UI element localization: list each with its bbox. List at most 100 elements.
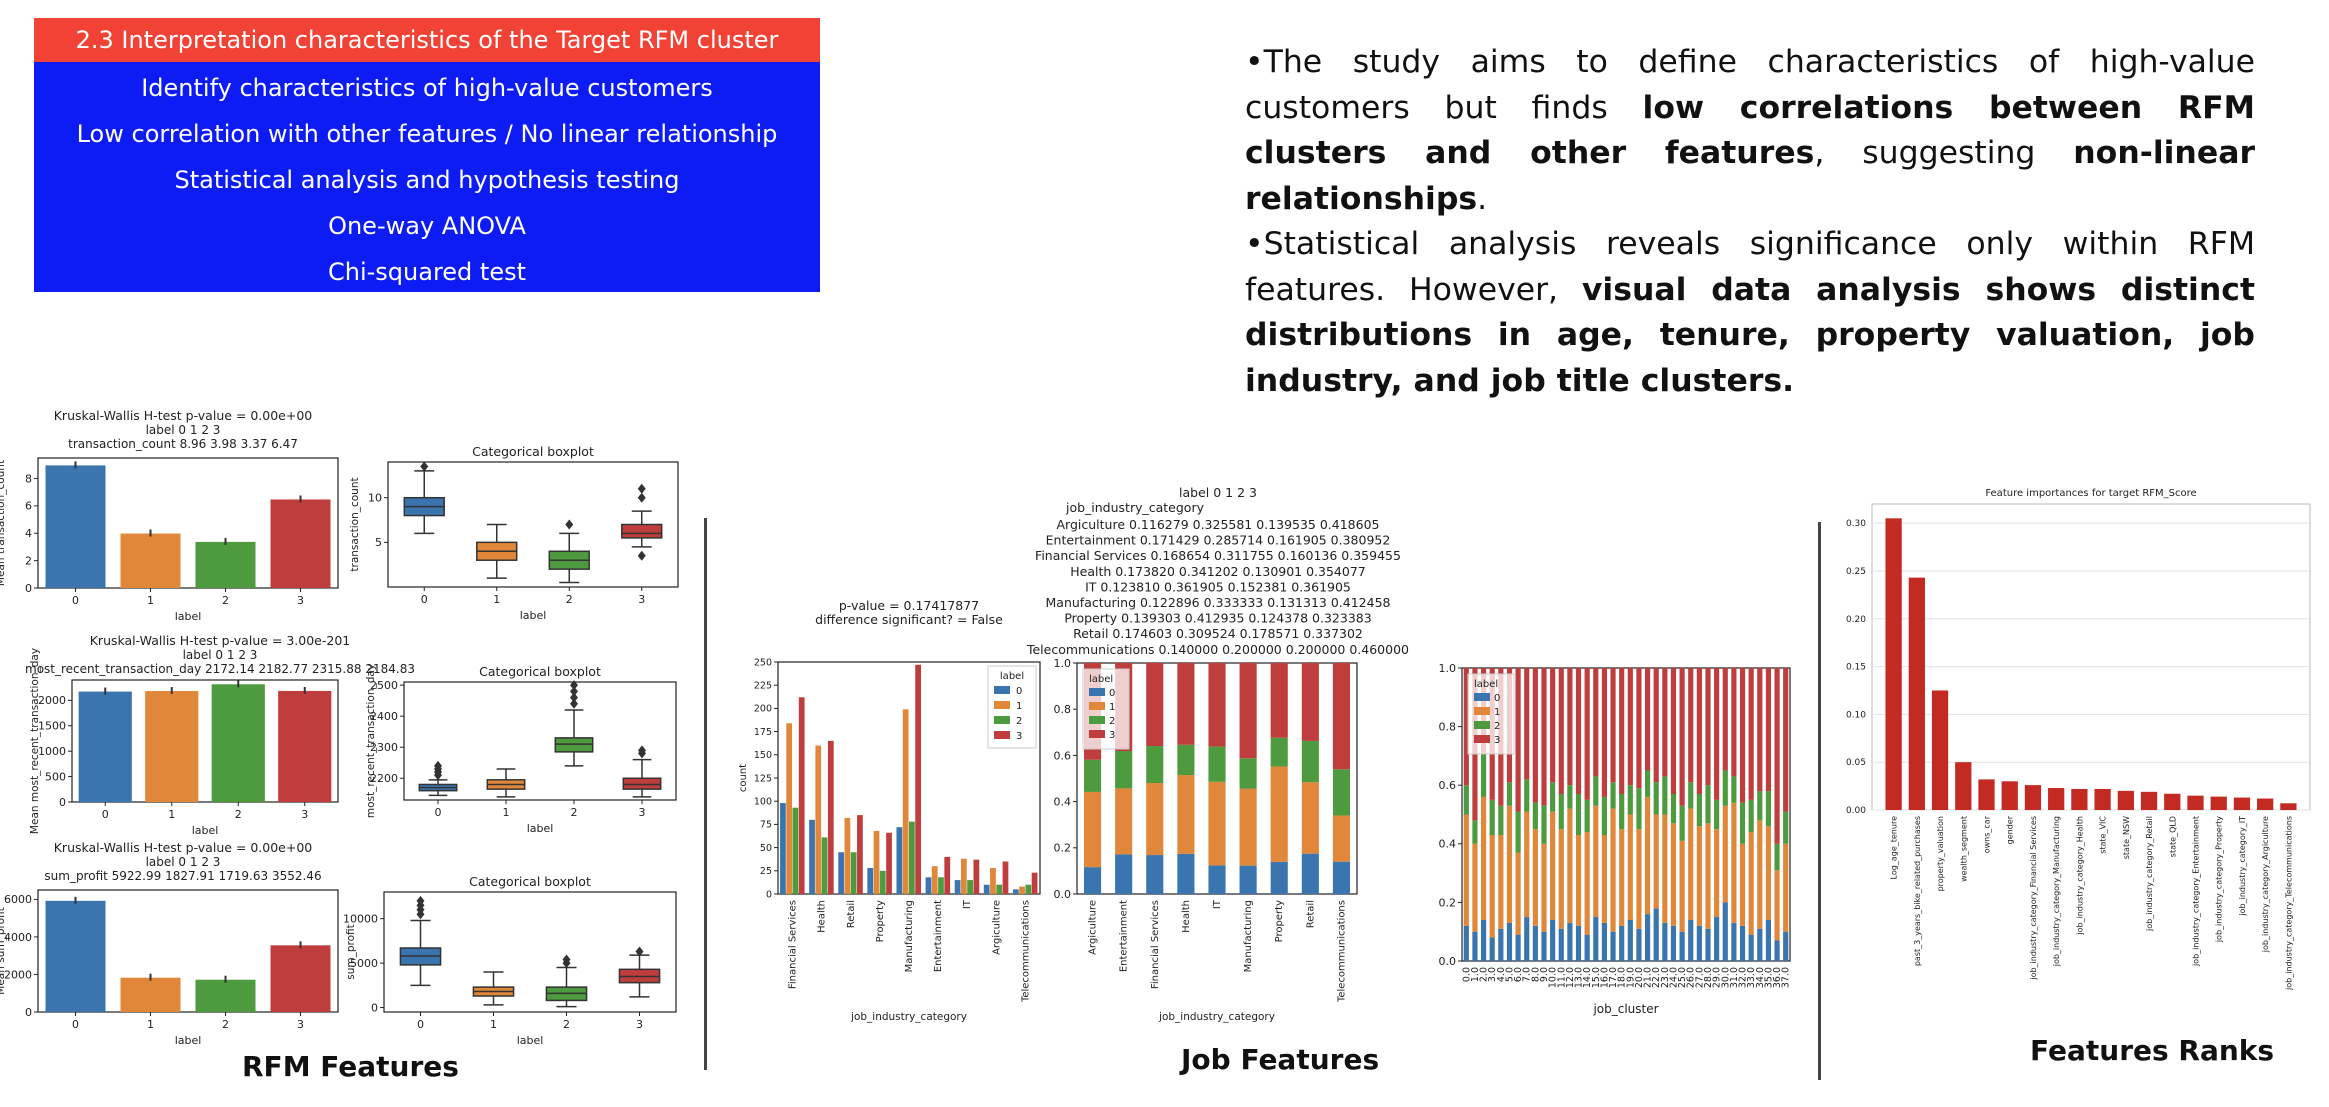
stacked-bar-segment	[1619, 793, 1625, 830]
bar	[786, 723, 793, 894]
stacked-bar-segment	[1627, 668, 1633, 786]
box	[554, 737, 594, 753]
stacked-bar-segment	[1679, 805, 1685, 841]
chart-subtitle: difference significant? = False	[815, 612, 1003, 627]
bar	[1002, 861, 1009, 894]
x-tick-label: 35.0	[1763, 967, 1774, 988]
legend-swatch	[1089, 702, 1105, 710]
stacked-bar-segment	[1550, 811, 1556, 920]
x-tick-label: 1	[493, 593, 500, 606]
stacked-bar-segment	[1696, 793, 1702, 827]
bar	[2071, 788, 2088, 810]
plot-frame	[403, 681, 677, 801]
stacked-bar-segment	[1688, 808, 1694, 920]
y-axis-label: transaction_count	[349, 477, 361, 571]
y-tick-label: 1500	[38, 720, 66, 733]
stacked-bar-segment	[1610, 931, 1616, 961]
x-tick-label: property_valuation	[1936, 816, 1945, 891]
stacked-bar-segment	[1524, 779, 1530, 812]
x-tick-label: 31.0	[1729, 967, 1740, 988]
bar	[120, 533, 181, 588]
y-tick-label: 0	[25, 582, 32, 595]
stacked-bar-segment	[1757, 928, 1763, 961]
stacked-bar-segment	[1714, 829, 1720, 918]
x-tick-label: 22.0	[1651, 967, 1662, 988]
summary-text-run: , suggesting	[1814, 135, 2074, 171]
stacked-bar-segment	[1177, 775, 1195, 854]
legend-swatch	[1474, 735, 1490, 743]
stacked-bar-segment	[1584, 799, 1590, 833]
stacked-bar-segment	[1177, 853, 1195, 894]
bar	[857, 815, 863, 894]
stacked-bar-segment	[1653, 668, 1659, 783]
legend-title: label	[1474, 679, 1498, 690]
stacked-bar-segment	[1177, 744, 1195, 776]
bar	[2257, 798, 2274, 810]
y-tick-label: 200	[754, 704, 772, 715]
x-tick-label: Entertainment	[933, 900, 944, 972]
y-tick-label: 0	[59, 796, 66, 809]
stacked-bar-segment	[1489, 937, 1495, 961]
legend-label: 0	[1109, 688, 1115, 699]
stacked-bar-segment	[1636, 928, 1642, 961]
x-tick-label: 33.0	[1746, 967, 1757, 988]
bar	[798, 697, 805, 894]
x-tick-label: 3	[636, 1018, 643, 1031]
stacked-bar-segment	[1688, 782, 1694, 809]
stacked-bar-segment	[1765, 791, 1772, 827]
bar	[902, 709, 909, 894]
x-tick-label: 15.0	[1591, 967, 1602, 988]
stacked-bar-segment	[1541, 843, 1547, 932]
stacked-bar-segment	[1653, 814, 1659, 909]
y-tick-label: 2000	[4, 968, 32, 981]
legend-swatch	[994, 686, 1010, 694]
agenda-box: 2.3 Interpretation characteristics of th…	[34, 18, 820, 292]
y-tick-label: 0	[25, 1006, 32, 1019]
summary-highlight: non-linear relationships	[1245, 135, 2255, 217]
stacked-bar-segment	[1670, 925, 1677, 961]
x-tick-label: 3	[297, 594, 304, 607]
bar	[990, 868, 996, 894]
x-tick-label: 8.0	[1530, 967, 1541, 982]
stacked-bar-segment	[1705, 928, 1711, 961]
agenda-item[interactable]: Statistical analysis and hypothesis test…	[174, 166, 680, 194]
agenda-item[interactable]: One-way ANOVA	[328, 212, 526, 240]
y-tick-label: 500	[45, 770, 66, 783]
bar	[954, 880, 961, 894]
bar	[967, 880, 973, 894]
stacked-bar-segment	[1506, 782, 1513, 806]
x-tick-label: 0.0	[1461, 967, 1472, 982]
bar	[1031, 872, 1038, 894]
y-tick-label: 2	[25, 554, 32, 567]
stacked-bar-segment	[1270, 663, 1288, 738]
y-tick-label: 5000	[350, 957, 378, 970]
table-row: Health 0.173820 0.341202 0.130901 0.3540…	[1070, 564, 1366, 579]
stacked-bar-segment	[1670, 668, 1677, 794]
x-tick-label: 13.0	[1574, 967, 1585, 988]
stacked-bar-segment	[1515, 668, 1521, 812]
y-tick-label: 6000	[4, 893, 32, 906]
x-tick-label: job_industry_category_Manufacturing	[2052, 816, 2061, 967]
stacked-bar-segment	[1239, 788, 1257, 866]
agenda-item[interactable]: Chi-squared test	[327, 258, 526, 286]
agenda-item-active[interactable]: 2.3 Interpretation characteristics of th…	[34, 18, 820, 62]
stacked-bar-segment	[1515, 852, 1521, 935]
bar	[1025, 884, 1032, 894]
caption-features-ranks: Features Ranks	[2030, 1034, 2275, 1067]
agenda-item[interactable]: Identify characteristics of high-value c…	[141, 74, 713, 102]
x-tick-label: 1	[168, 808, 175, 821]
stacked-bar-segment	[1601, 668, 1608, 797]
stacked-bar-segment	[1301, 740, 1319, 783]
x-tick-label: 3	[638, 593, 645, 606]
y-tick-label: 0.20	[1846, 615, 1866, 625]
chart-title: Categorical boxplot	[469, 874, 591, 889]
outlier-marker	[637, 550, 646, 561]
stacked-bar-segment	[1636, 829, 1642, 929]
stacked-bar-segment	[1558, 668, 1564, 794]
stacked-bar-segment	[1601, 796, 1608, 836]
agenda-item[interactable]: Low correlation with other features / No…	[76, 120, 778, 148]
y-tick-label: 0.4	[1054, 795, 1072, 808]
x-tick-label: Telecommunications	[1020, 900, 1031, 1003]
y-tick-label: 2200	[370, 772, 398, 785]
stacked-bar-segment	[1696, 826, 1702, 926]
